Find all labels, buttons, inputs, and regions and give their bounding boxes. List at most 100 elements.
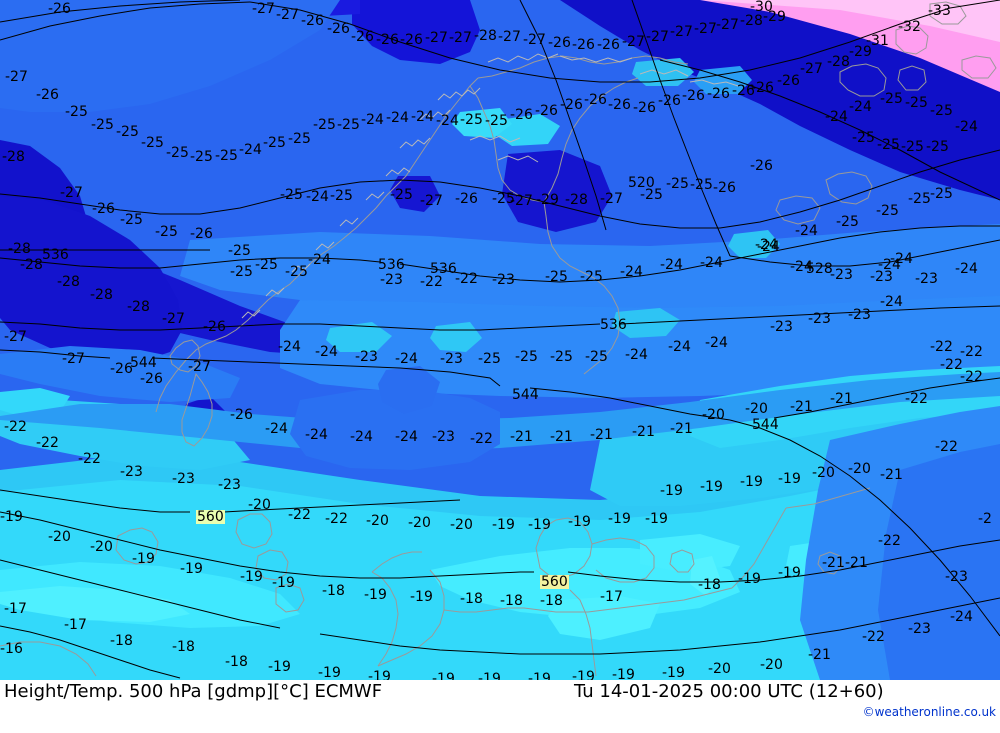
- map-canvas[interactable]: -26 -27 -27 -26 -26 -26 -26 -26 -27 -27 -28 -27 -27-…: [0, 0, 1000, 680]
- temperature-label: -20: [90, 539, 113, 555]
- temperature-label: -22: [4, 419, 27, 435]
- temperature-label: -24: [305, 427, 328, 443]
- temperature-label: -22: [960, 369, 983, 385]
- temperature-label: -25: [263, 135, 286, 151]
- temperature-label: -20: [848, 461, 871, 477]
- temperature-label: -28: [127, 299, 150, 315]
- temperature-label: -19: [778, 565, 801, 581]
- temperature-label: -16: [0, 641, 23, 657]
- temperature-label: -24: [436, 113, 459, 129]
- shade-blue-westmid: [0, 346, 240, 402]
- temperature-label: -22: [878, 533, 901, 549]
- temperature-label: -25: [666, 176, 689, 192]
- temperature-label: -18: [540, 593, 563, 609]
- temperature-label: -23: [770, 319, 793, 335]
- temperature-label: -25: [930, 103, 953, 119]
- temperature-label: -22: [420, 274, 443, 290]
- temperature-label: -2: [978, 511, 992, 527]
- temperature-label: -26: [455, 191, 478, 207]
- shade-blue-central: [180, 224, 1000, 312]
- temperature-label: -17: [64, 617, 87, 633]
- temperature-label: -29: [536, 192, 559, 208]
- temperature-label: -19: [318, 665, 341, 680]
- temperature-label: -26: [713, 180, 736, 196]
- temperature-label: -24: [315, 344, 338, 360]
- temperature-label: -26: [376, 32, 399, 48]
- height-contour-label: 560: [540, 574, 569, 590]
- temperature-label: -26: [597, 37, 620, 53]
- temperature-label: -28: [827, 54, 850, 70]
- temperature-label: -28: [90, 287, 113, 303]
- height-contour-label: 544: [512, 387, 539, 403]
- temperature-label: -26: [36, 87, 59, 103]
- temperature-label: -25: [116, 124, 139, 140]
- temperature-label: -26: [572, 37, 595, 53]
- temperature-label: -19: [432, 671, 455, 680]
- shade-blue-band-mid: [0, 372, 1000, 452]
- temperature-label: -24: [878, 257, 901, 273]
- temperature-label: -21: [822, 555, 845, 571]
- temperature-label: -19: [662, 665, 685, 680]
- shade-navy-topcenter: [352, 0, 480, 64]
- temperature-label: -23: [848, 307, 871, 323]
- height-contours: [0, 0, 1000, 679]
- temperature-label: -19: [568, 514, 591, 530]
- temperature-label: -25: [836, 214, 859, 230]
- temperature-label: -25: [852, 130, 875, 146]
- temperature-label: -23: [120, 464, 143, 480]
- temperature-label: -25: [390, 187, 413, 203]
- map-graphics: [0, 0, 1000, 680]
- temperature-label: -26: [707, 86, 730, 102]
- temperature-label: -26: [608, 97, 631, 113]
- temperature-label: -21: [670, 421, 693, 437]
- temperature-label: -24: [386, 110, 409, 126]
- temperature-label: -28: [474, 28, 497, 44]
- temperature-label: -23: [808, 311, 831, 327]
- temperature-label: -24: [755, 237, 778, 253]
- temperature-label: -24: [825, 109, 848, 125]
- temperature-label: -20: [248, 497, 271, 513]
- temperature-label: -24: [625, 347, 648, 363]
- shade-navy-blob-w: [0, 196, 182, 362]
- height-contour-label: 544: [130, 355, 157, 371]
- temperature-label: -26: [548, 35, 571, 51]
- temperature-label: -25: [228, 243, 251, 259]
- shade-blue-nw: [0, 0, 340, 112]
- temperature-label: -19: [368, 669, 391, 680]
- temperature-label: -26: [682, 88, 705, 104]
- temperature-label: -24: [350, 429, 373, 445]
- temperature-label: -21: [510, 429, 533, 445]
- temperature-label: -20: [745, 401, 768, 417]
- temperature-label: -21: [808, 647, 831, 663]
- country-borders: [0, 1, 997, 677]
- temperature-label: -24: [955, 119, 978, 135]
- temperature-label: -22: [960, 344, 983, 360]
- temperature-label: -23: [830, 267, 853, 283]
- temperature-label: -21: [590, 427, 613, 443]
- shade-cyan-bothnia-2: [452, 108, 512, 138]
- temperature-label: -23: [380, 272, 403, 288]
- temperature-label: -25: [901, 139, 924, 155]
- temperature-label: -29: [763, 9, 786, 25]
- temperature-label: -24: [950, 609, 973, 625]
- temperature-label: -27: [670, 24, 693, 40]
- temperature-label: -19: [572, 669, 595, 680]
- temperature-label: -27: [800, 61, 823, 77]
- temperature-label: -24: [790, 259, 813, 275]
- temperature-label: -24: [361, 112, 384, 128]
- temperature-label: -26: [400, 32, 423, 48]
- temperature-label: -27: [252, 1, 275, 17]
- temperature-label: -22: [935, 439, 958, 455]
- chart-title: Height/Temp. 500 hPa [gdmp][°C] ECMWF: [4, 681, 383, 702]
- height-contour-label: 536: [430, 261, 457, 277]
- shade-blue-blob-c: [290, 390, 500, 470]
- shade-cyan-pale-sw-2: [0, 586, 190, 622]
- temperature-label: -26: [190, 226, 213, 242]
- temperature-label: -24: [795, 223, 818, 239]
- temperature-label: -25: [337, 117, 360, 133]
- shade-pink-warm: [620, 0, 1000, 95]
- temperature-label: -22: [905, 391, 928, 407]
- temperature-label: -26: [140, 371, 163, 387]
- temperature-label: -22: [325, 511, 348, 527]
- temperature-label: -19: [612, 667, 635, 680]
